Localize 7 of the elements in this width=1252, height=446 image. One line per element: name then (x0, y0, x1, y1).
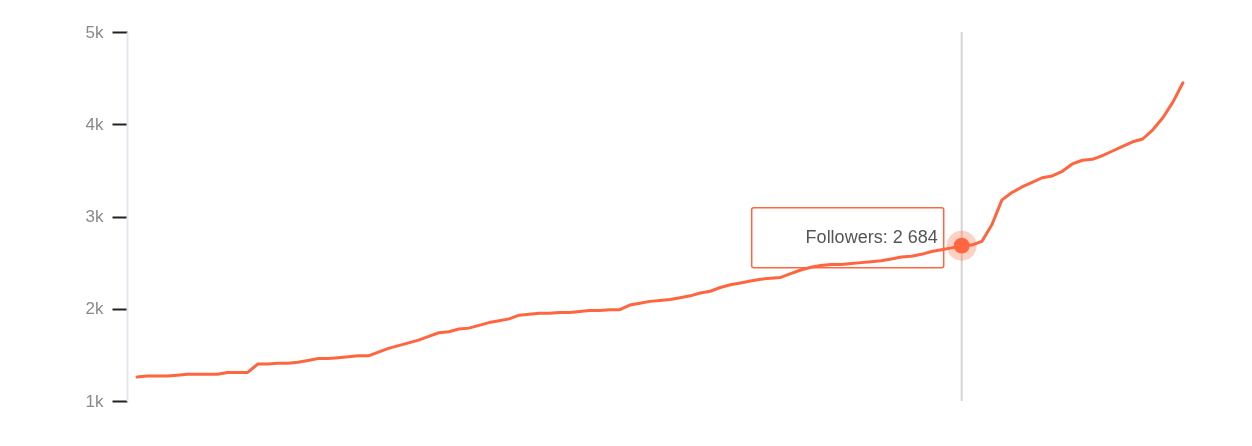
line-series (135, 81, 1185, 379)
y-tick-label: 3k (85, 207, 104, 226)
y-tick-label: 5k (85, 22, 104, 42)
y-tick-label: 4k (85, 114, 104, 134)
y-tick-label: 2k (85, 299, 104, 319)
data-label: Followers: 2 684 (805, 226, 938, 247)
y-tick-label: 1k (85, 391, 104, 411)
